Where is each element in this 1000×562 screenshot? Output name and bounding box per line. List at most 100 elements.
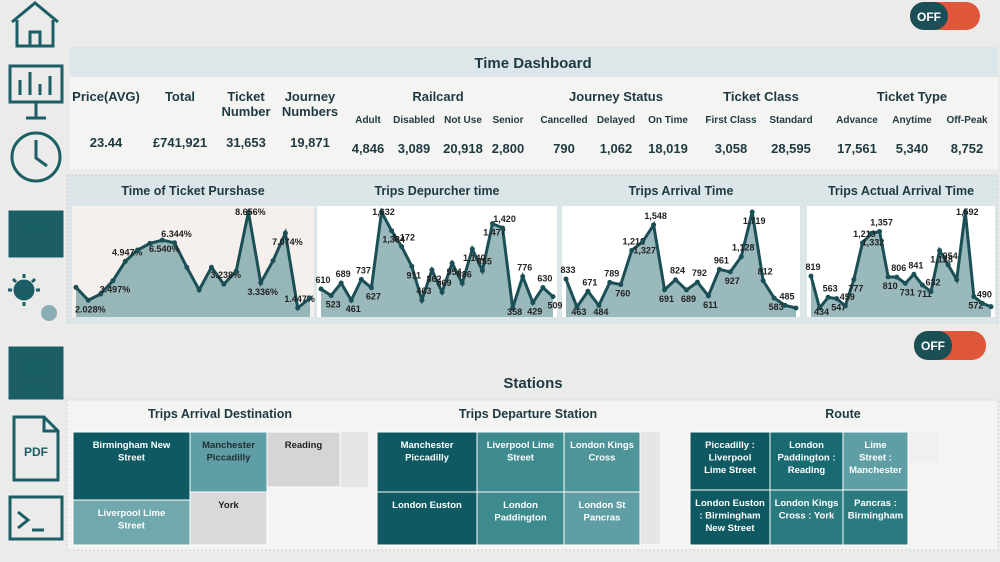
tile[interactable] bbox=[689, 489, 771, 546]
data-label: 1,327 bbox=[633, 246, 656, 256]
terminal-icon[interactable] bbox=[8, 495, 64, 541]
kpi-panel bbox=[70, 77, 998, 169]
data-label: 463 bbox=[571, 307, 586, 317]
tile[interactable] bbox=[563, 491, 641, 546]
group-item-value: 8,752 bbox=[951, 141, 984, 156]
section-title: Stations bbox=[503, 375, 562, 392]
report-icon[interactable] bbox=[8, 64, 64, 104]
tile-label: York bbox=[218, 500, 239, 511]
point bbox=[233, 268, 239, 274]
panel-title: Trips Departure Station bbox=[459, 407, 597, 421]
group-title: Journey Status bbox=[569, 89, 663, 104]
tile[interactable] bbox=[72, 499, 191, 546]
tile[interactable] bbox=[189, 431, 268, 493]
home-icon[interactable] bbox=[11, 1, 59, 48]
data-label: 760 bbox=[615, 289, 630, 299]
point bbox=[409, 263, 415, 269]
point bbox=[469, 246, 475, 252]
data-label: 824 bbox=[670, 266, 685, 276]
point bbox=[348, 297, 354, 303]
point bbox=[651, 222, 657, 228]
line bbox=[74, 211, 311, 311]
data-label: 812 bbox=[758, 267, 773, 277]
point bbox=[98, 291, 104, 297]
tile[interactable] bbox=[476, 491, 565, 546]
tile[interactable] bbox=[189, 491, 268, 546]
point bbox=[135, 247, 141, 253]
point bbox=[808, 273, 814, 279]
toggle[interactable]: OFF bbox=[914, 331, 986, 360]
label-line: Reading bbox=[788, 465, 826, 476]
point bbox=[868, 231, 874, 237]
point bbox=[419, 297, 425, 303]
tile-label: Reading bbox=[285, 440, 323, 451]
pdf-label: PDF bbox=[24, 445, 48, 459]
point bbox=[825, 294, 831, 300]
point bbox=[159, 237, 165, 243]
label-line: York bbox=[218, 500, 239, 511]
weather-icon[interactable] bbox=[13, 279, 35, 301]
data-label: 3.497% bbox=[100, 285, 131, 295]
point bbox=[928, 289, 934, 295]
label-line: Piccadilly bbox=[405, 453, 450, 464]
point bbox=[859, 240, 865, 246]
label-line: Liverpool bbox=[709, 453, 752, 464]
data-label: 1,548 bbox=[644, 211, 667, 221]
data-label: 610 bbox=[315, 275, 330, 285]
label-line: Birmingham bbox=[848, 511, 903, 522]
tile-label: Manchester Piccadilly bbox=[401, 440, 454, 464]
clock-icon[interactable] bbox=[10, 131, 62, 183]
tile[interactable] bbox=[842, 431, 909, 491]
group-item-value: 790 bbox=[553, 141, 575, 156]
data-label: 689 bbox=[336, 269, 351, 279]
pdf-icon[interactable] bbox=[12, 415, 60, 482]
data-label: 927 bbox=[725, 276, 740, 286]
data-label: 630 bbox=[537, 274, 552, 284]
label-line: Street : bbox=[859, 453, 892, 464]
point bbox=[727, 269, 733, 275]
tile[interactable] bbox=[689, 431, 771, 491]
tile[interactable] bbox=[266, 431, 341, 488]
tile[interactable] bbox=[769, 431, 844, 491]
kpi-label: Journey Numbers bbox=[282, 89, 338, 119]
data-label: 777 bbox=[848, 284, 863, 294]
data-label: 509 bbox=[547, 301, 562, 311]
data-label: 1,218 bbox=[853, 229, 876, 239]
group-item-label: Adult bbox=[355, 115, 381, 126]
label-line: Cross bbox=[589, 453, 616, 464]
data-label: 569 bbox=[437, 278, 452, 288]
tile[interactable] bbox=[842, 489, 909, 546]
group-item-label: Not Use bbox=[444, 115, 482, 126]
data-label: 855 bbox=[477, 257, 492, 267]
tile[interactable] bbox=[563, 431, 641, 493]
label-line: Lime Street bbox=[704, 465, 757, 476]
tile[interactable] bbox=[376, 431, 478, 493]
group-item-value: 3,089 bbox=[398, 141, 431, 156]
point bbox=[716, 266, 722, 272]
toggle[interactable]: OFF bbox=[910, 2, 980, 30]
data-label: 686 bbox=[457, 269, 472, 279]
point bbox=[793, 305, 799, 311]
point bbox=[258, 280, 264, 286]
tile-label: Liverpool Lime Street bbox=[487, 440, 555, 464]
tile-label: London Paddington : Reading bbox=[777, 440, 835, 476]
label-line: Lime bbox=[864, 440, 886, 451]
point bbox=[110, 278, 116, 284]
data-label: 583 bbox=[769, 302, 784, 312]
data-label: 806 bbox=[891, 263, 906, 273]
point bbox=[782, 302, 788, 308]
data-label: 841 bbox=[908, 260, 923, 270]
point bbox=[338, 280, 344, 286]
point bbox=[429, 267, 435, 273]
group-item-value: 2,800 bbox=[492, 141, 525, 156]
data-label: 1,172 bbox=[392, 233, 415, 243]
group-item-value: 3,058 bbox=[715, 141, 748, 156]
point bbox=[379, 209, 385, 215]
tile[interactable] bbox=[769, 489, 844, 546]
tile-label: Birmingham New Street bbox=[93, 440, 171, 464]
label-line: Manchester bbox=[401, 440, 454, 451]
data-label: 737 bbox=[356, 265, 371, 275]
filler bbox=[640, 432, 660, 544]
tile[interactable] bbox=[72, 431, 191, 501]
data-label: 789 bbox=[604, 268, 619, 278]
